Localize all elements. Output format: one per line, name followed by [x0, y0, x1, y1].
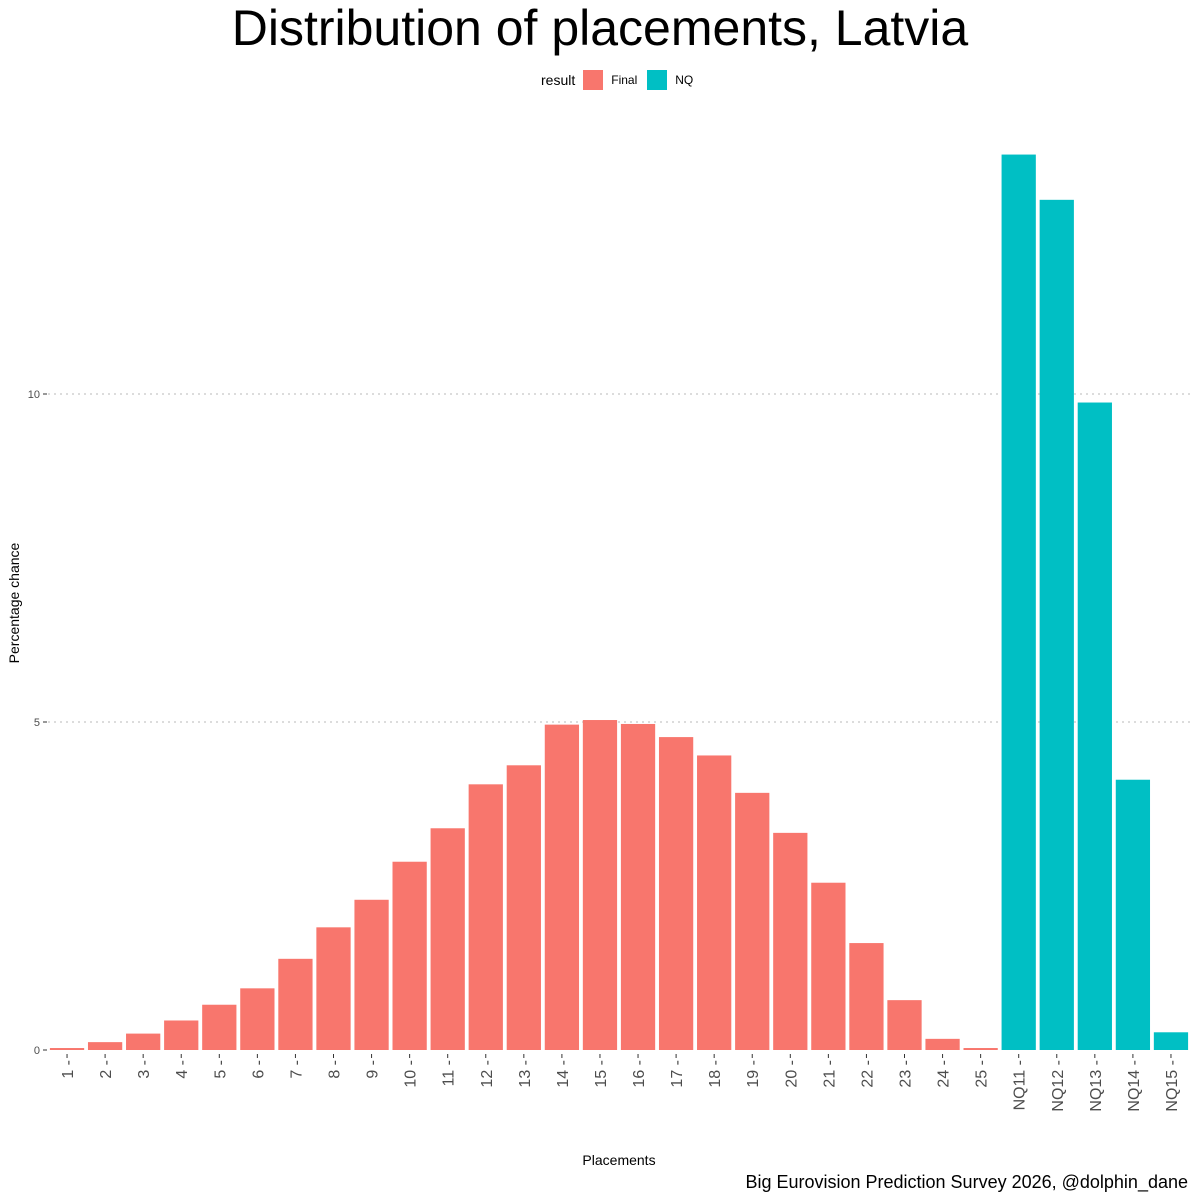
x-tick-label: 24 - — [936, 1060, 953, 1088]
x-tick-label: 11 - — [441, 1060, 458, 1086]
y-tick-label: 5 — [34, 717, 40, 729]
bar-nq11 — [1001, 154, 1036, 1050]
x-tick-label: 17 - — [669, 1060, 686, 1088]
bar-23 — [887, 1000, 922, 1050]
x-tick-label: 19 - — [745, 1060, 762, 1088]
bar-18 — [697, 755, 732, 1050]
bar-5 — [202, 1004, 237, 1050]
bar-nq12 — [1039, 199, 1074, 1051]
caption: Big Eurovision Prediction Survey 2026, @… — [745, 1172, 1188, 1192]
legend-label-nq: NQ — [675, 73, 694, 87]
x-tick-label: NQ11 - — [1012, 1060, 1029, 1110]
bar-11 — [430, 828, 465, 1050]
x-tick-label: 5 - — [212, 1060, 229, 1079]
y-tick-label: 0 — [34, 1045, 40, 1057]
bar-1 — [49, 1048, 85, 1050]
bar-7 — [278, 958, 313, 1050]
bar-3 — [126, 1033, 161, 1050]
legend-label-final: Final — [611, 73, 638, 87]
legend: result Final NQ — [0, 68, 1200, 92]
bar-8 — [316, 927, 351, 1050]
x-tick-label: 2 - — [98, 1060, 115, 1079]
x-tick-label: 12 - — [479, 1060, 496, 1088]
bar-nq15 — [1153, 1032, 1189, 1050]
bar-6 — [240, 988, 275, 1050]
bar-4 — [164, 1020, 199, 1050]
bar-24 — [925, 1038, 960, 1050]
legend-title: result — [541, 72, 576, 88]
x-tick-label: 8 - — [327, 1060, 344, 1079]
bars — [49, 154, 1189, 1051]
x-tick-label: 3 - — [136, 1060, 153, 1079]
bar-17 — [658, 737, 694, 1050]
bar-16 — [620, 723, 656, 1050]
x-tick-label: 20 - — [783, 1060, 800, 1088]
x-tick-label: 7 - — [288, 1060, 305, 1079]
y-axis-label: Percentage chance — [6, 542, 22, 664]
x-tick-label: 23 - — [898, 1060, 915, 1088]
bar-21 — [811, 882, 846, 1050]
bar-9 — [354, 899, 389, 1050]
bar-nq14 — [1115, 779, 1151, 1050]
x-tick-label: 10 - — [403, 1060, 420, 1088]
x-tick-label: 16 - — [631, 1060, 648, 1088]
bar-13 — [506, 765, 541, 1050]
bar-20 — [773, 832, 808, 1050]
bar-nq13 — [1077, 402, 1112, 1050]
bar-15 — [582, 720, 618, 1050]
x-tick-label: NQ14 - — [1126, 1060, 1143, 1112]
gridlines — [48, 393, 1190, 723]
y-axis: 0 5 10 — [28, 389, 47, 1057]
x-tick-label: 6 - — [250, 1060, 267, 1079]
legend-key-final — [583, 70, 604, 90]
x-tick-label: 25 - — [974, 1060, 991, 1088]
bar-10 — [392, 861, 427, 1050]
bar-22 — [849, 943, 884, 1050]
x-tick-label: NQ15 - — [1164, 1060, 1181, 1112]
x-tick-label: 18 - — [707, 1060, 724, 1088]
x-tick-label: 15 - — [593, 1060, 610, 1088]
bar-12 — [468, 784, 503, 1050]
chart-title: Distribution of placements, Latvia — [231, 0, 969, 56]
x-tick-label: 14 - — [555, 1060, 572, 1088]
bar-14 — [544, 724, 580, 1050]
x-tick-label: 1 - — [60, 1060, 77, 1079]
x-axis-label: Placements — [582, 1152, 656, 1168]
x-tick-label: NQ12 - — [1050, 1060, 1067, 1112]
x-tick-label: 9 - — [365, 1060, 382, 1079]
y-tick-label: 10 — [28, 389, 40, 401]
x-axis: 1 - 2 - 3 - 4 - 5 - 6 - 7 - 8 - 9 - 10 - 11 - 12 - 1… — [60, 1054, 1181, 1112]
bar-25 — [963, 1048, 998, 1050]
x-tick-label: NQ13 - — [1088, 1060, 1105, 1112]
x-tick-label: 4 - — [174, 1060, 191, 1079]
x-tick-label: 13 - — [517, 1060, 534, 1088]
bar-2 — [87, 1042, 123, 1050]
x-tick-label: 22 - — [859, 1060, 876, 1088]
legend-key-nq — [647, 70, 668, 90]
x-tick-label: 21 - — [821, 1060, 838, 1088]
bar-19 — [735, 792, 770, 1050]
